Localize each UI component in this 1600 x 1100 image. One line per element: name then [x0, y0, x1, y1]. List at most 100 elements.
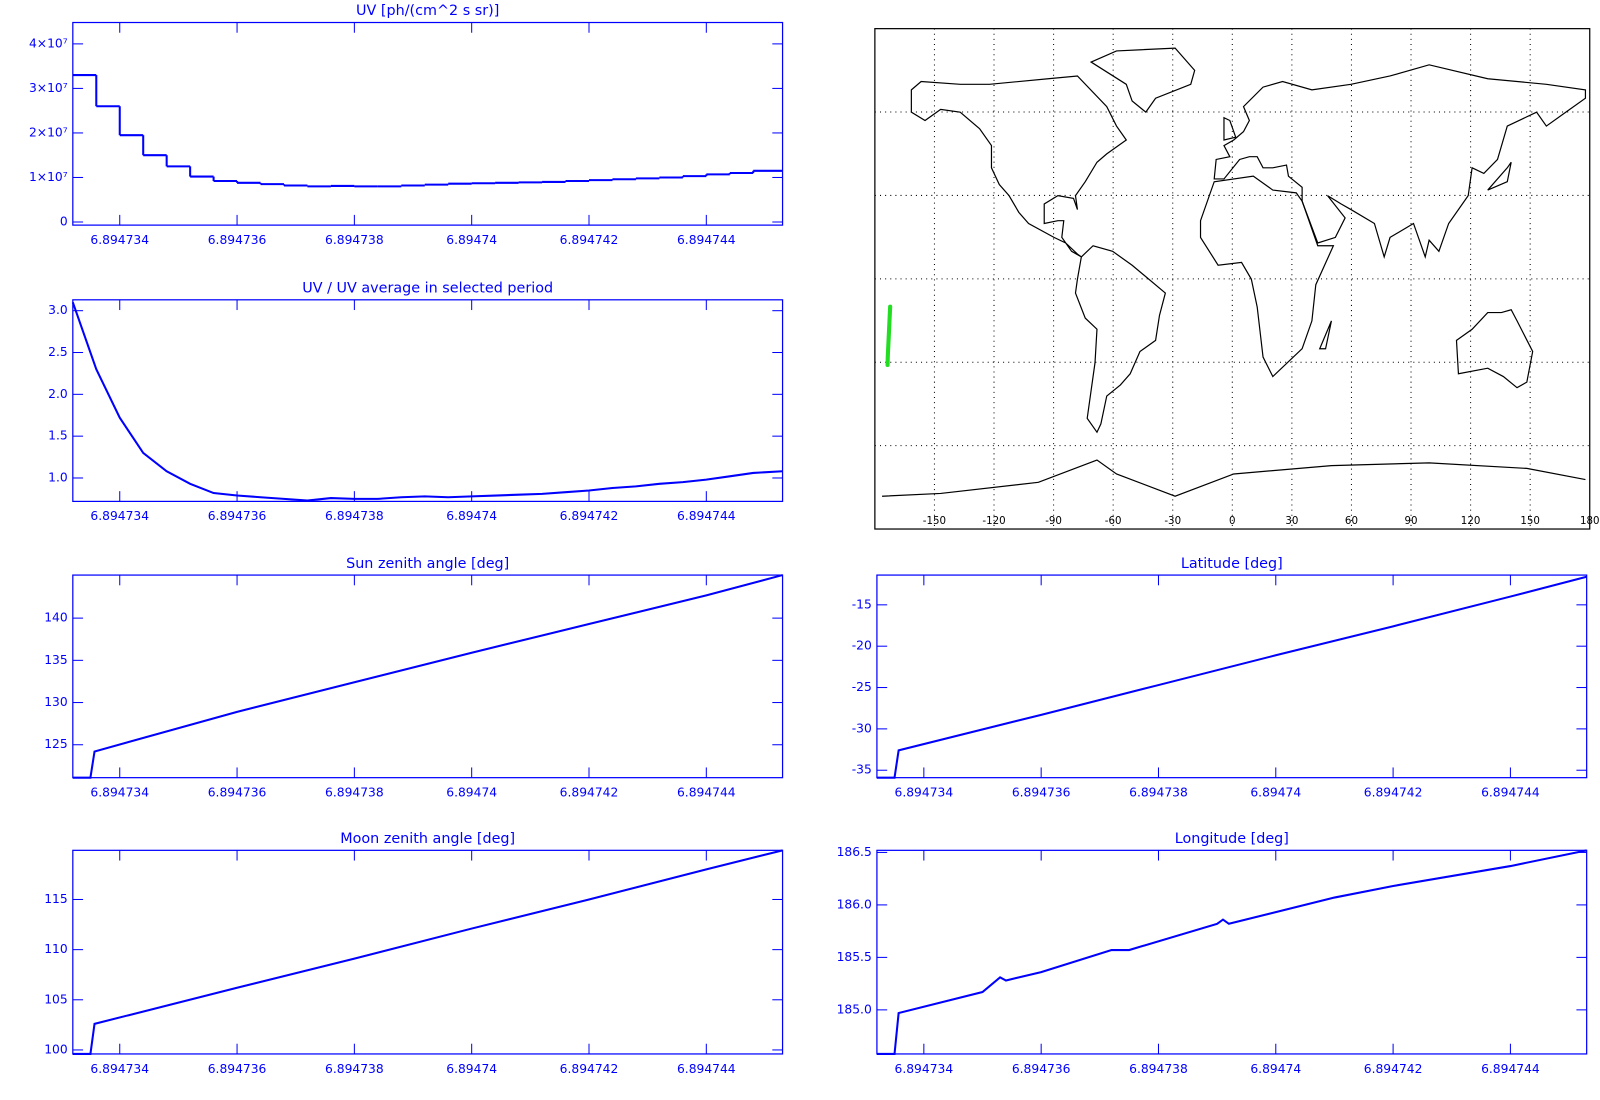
y-tick-label: -25	[852, 680, 872, 694]
x-tick-label: 6.894736	[208, 1062, 267, 1076]
x-tick-label: 120	[1461, 515, 1481, 527]
coastline	[1456, 310, 1532, 388]
x-tick-label: 6.89474	[446, 786, 497, 800]
y-tick-label: 1.0	[48, 470, 68, 484]
x-tick-label: 6.894742	[1364, 1062, 1423, 1076]
x-tick-label: 6.894742	[560, 786, 619, 800]
x-tick-label: 6.89474	[446, 233, 497, 247]
chart-title: Longitude [deg]	[1175, 831, 1289, 847]
coastline	[1214, 65, 1585, 257]
chart-title: UV [ph/(cm^2 s sr)]	[356, 3, 499, 19]
plot-frame	[72, 574, 784, 779]
coastline	[1091, 48, 1195, 112]
plot-frame	[72, 299, 784, 503]
y-tick-label: 135	[44, 653, 67, 667]
x-tick-label: 6.894734	[90, 786, 149, 800]
x-tick-label: 6.894736	[208, 233, 267, 247]
y-tick-label: 4×10⁷	[29, 36, 68, 50]
y-tick-label: 130	[44, 695, 67, 709]
chart-title: UV / UV average in selected period	[302, 281, 553, 297]
coastline	[1320, 321, 1332, 349]
y-tick-label: 186.5	[837, 845, 872, 859]
y-tick-label: 185.0	[837, 1002, 872, 1016]
x-tick-label: 6.894736	[1012, 786, 1071, 800]
y-tick-label: 2.5	[48, 345, 68, 359]
x-tick-label: -90	[1045, 515, 1062, 527]
x-tick-label: 6.894744	[677, 1062, 736, 1076]
x-tick-label: 6.89474	[1250, 786, 1301, 800]
coastline	[1201, 176, 1334, 376]
y-tick-label: 186.0	[837, 897, 872, 911]
x-tick-label: 6.894734	[895, 786, 954, 800]
x-tick-label: 6.894738	[325, 1062, 384, 1076]
x-tick-label: 60	[1345, 515, 1358, 527]
y-tick-label: 110	[44, 942, 67, 956]
y-tick-label: 100	[44, 1042, 67, 1056]
x-tick-label: 6.89474	[446, 509, 497, 523]
x-tick-label: 150	[1520, 515, 1540, 527]
coastline	[1488, 162, 1511, 190]
coastline	[911, 76, 1126, 257]
x-tick-label: 6.89474	[446, 1062, 497, 1076]
x-tick-label: 6.894738	[1129, 1062, 1188, 1076]
plot-frame	[876, 849, 1588, 1055]
x-tick-label: 6.894738	[325, 233, 384, 247]
x-tick-label: 6.894736	[208, 509, 267, 523]
plot-frame	[876, 574, 1588, 779]
x-tick-label: -60	[1105, 515, 1122, 527]
coastline	[1224, 118, 1236, 140]
x-tick-label: 6.894744	[677, 786, 736, 800]
y-tick-label: 2.0	[48, 387, 68, 401]
x-tick-label: 6.894734	[895, 1062, 954, 1076]
x-tick-label: -30	[1164, 515, 1181, 527]
x-tick-label: 6.894742	[560, 509, 619, 523]
ground-track	[885, 304, 893, 368]
plot-frame	[72, 849, 784, 1055]
y-tick-label: 105	[44, 992, 67, 1006]
y-tick-label: 2×10⁷	[29, 125, 68, 139]
y-tick-label: -15	[852, 597, 872, 611]
x-tick-label: 6.894736	[208, 786, 267, 800]
x-tick-label: 6.894742	[560, 233, 619, 247]
chart-title: Sun zenith angle [deg]	[346, 556, 509, 572]
x-tick-label: 6.894744	[677, 509, 736, 523]
y-tick-label: 140	[44, 611, 67, 625]
y-tick-label: -30	[852, 721, 872, 735]
y-tick-label: 0	[60, 215, 68, 229]
data-line	[72, 574, 783, 779]
y-tick-label: 185.5	[837, 950, 872, 964]
x-tick-label: 6.894738	[325, 509, 384, 523]
x-tick-label: 6.894734	[90, 233, 149, 247]
y-tick-label: -20	[852, 639, 872, 653]
coastline	[882, 460, 1585, 496]
y-tick-label: 1×10⁷	[29, 170, 68, 184]
data-line	[72, 849, 783, 1055]
x-tick-label: 6.894742	[560, 1062, 619, 1076]
chart-title: Latitude [deg]	[1181, 556, 1283, 572]
x-tick-label: 180	[1580, 515, 1600, 527]
x-tick-label: 0	[1229, 515, 1236, 527]
x-tick-label: -150	[923, 515, 946, 527]
x-tick-label: 6.894734	[90, 1062, 149, 1076]
x-tick-label: 6.894736	[1012, 1062, 1071, 1076]
y-tick-label: -35	[852, 763, 872, 777]
chart-title: Moon zenith angle [deg]	[340, 831, 515, 847]
coastline	[1075, 246, 1165, 432]
data-line	[71, 301, 783, 502]
x-tick-label: 6.894742	[1364, 786, 1423, 800]
y-tick-label: 1.5	[48, 429, 68, 443]
x-tick-label: 6.894738	[1129, 786, 1188, 800]
x-tick-label: -120	[982, 515, 1005, 527]
data-line	[876, 575, 1587, 779]
y-tick-label: 115	[44, 892, 67, 906]
x-tick-label: 6.894734	[90, 509, 149, 523]
y-tick-label: 125	[44, 737, 67, 751]
plot-frame	[72, 21, 784, 226]
y-tick-label: 3×10⁷	[29, 81, 68, 95]
x-tick-label: 6.89474	[1250, 1062, 1301, 1076]
x-tick-label: 6.894738	[325, 786, 384, 800]
x-tick-label: 6.894744	[1481, 1062, 1540, 1076]
